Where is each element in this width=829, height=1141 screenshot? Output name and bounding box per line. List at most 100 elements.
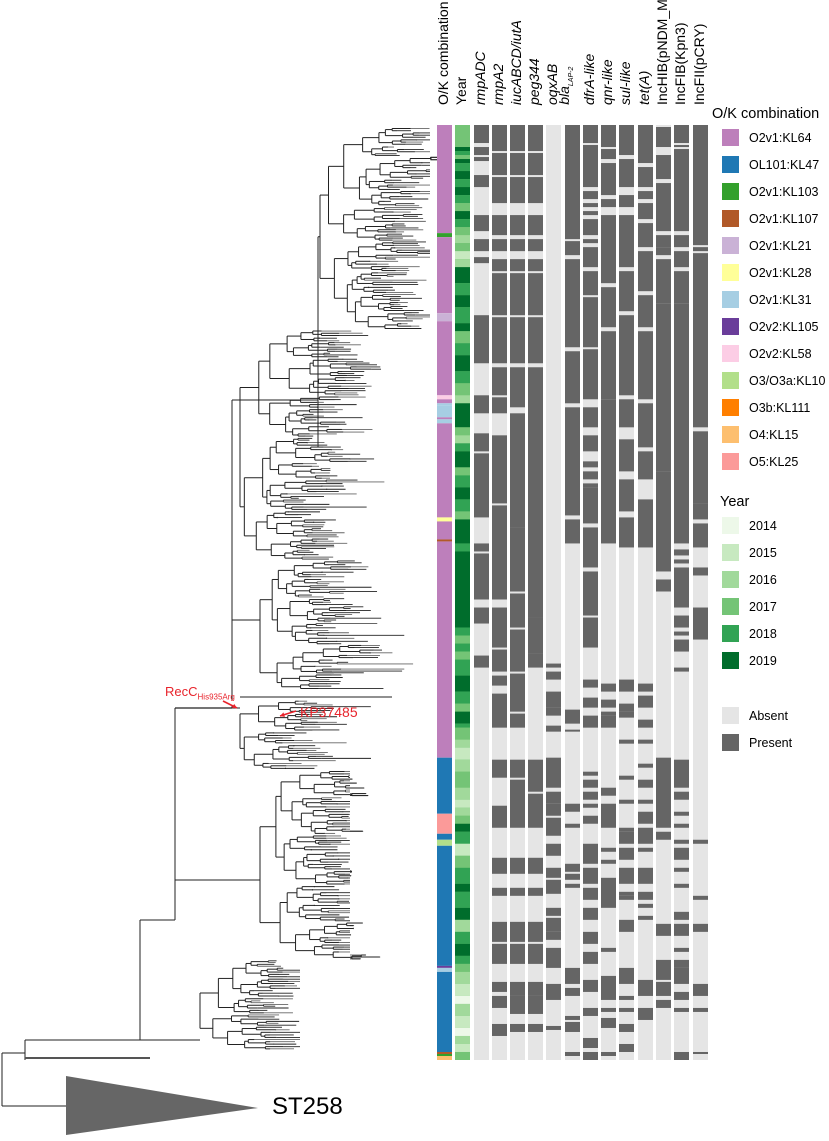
present-cell-iuc [510,1023,525,1032]
legend-swatch [722,264,739,281]
present-cell-sul [619,739,634,744]
present-cell-iuc [510,239,525,252]
present-cell-IncFII [693,607,708,640]
present-cell-IncFIB [674,149,689,232]
present-cell-dfrA [583,779,598,788]
isolate-arrow-head [280,712,285,717]
present-cell-rmpADC [474,157,489,162]
column-header-label: Year [453,76,469,105]
column-header-qnr: qnr-like [599,59,615,105]
legend-label: O3b:KL111 [749,400,811,415]
present-cell-dfrA [583,239,598,244]
present-cell-IncHIB [656,981,671,996]
year-cell [455,843,470,856]
year-cell [455,475,470,488]
present-cell-dfrA [583,487,598,524]
column-cap-bla [565,125,580,128]
present-cell-sul [619,775,634,780]
present-cell-tet [638,827,653,844]
present-cell-sul [619,399,634,428]
present-cell-sul [619,703,634,712]
present-cell-qnr [601,847,616,852]
present-cell-sul [619,1007,634,1012]
legend-ok-item: O3b:KL111 [712,394,825,421]
ok-cell [437,541,452,758]
year-cell [455,467,470,476]
present-cell-IncFIB [674,631,689,636]
present-cell-dfrA [583,803,598,808]
present-cell-sul [619,847,634,860]
present-cell-tet [638,203,653,220]
legend-ok-item: O2v1:KL103 [712,178,825,205]
present-cell-sul [619,479,634,512]
present-cell-rmpA2 [492,607,507,648]
present-cell-IncFIB [674,883,689,888]
present-cell-sul [619,439,634,472]
column-header-label: sul-like [617,61,633,105]
present-cell-qnr [601,331,616,400]
present-cell-oqxAB [546,725,561,732]
present-cell-bla [565,823,580,828]
present-cell-IncFIB [674,839,689,844]
ok-cell [437,233,452,238]
present-cell-tet [638,331,653,400]
legend-ok-item: O2v1:KL107 [712,205,825,232]
present-cell-IncFIB [674,1007,689,1012]
present-cell-iuc [510,887,525,896]
present-cell-dfrA [583,1007,598,1016]
present-cell-bla [565,863,580,872]
present-cell-IncFIB [674,235,689,248]
legend-ok-item: O2v1:KL21 [712,232,825,259]
present-cell-rmpA2 [492,367,507,396]
present-cell-peg344 [528,317,543,364]
column-header-label: qnr-like [599,59,615,105]
year-cell [455,235,470,244]
ok-cell [437,405,452,418]
legend-label: OL101:KL47 [749,157,820,172]
column-header-sul: sul-like [617,61,633,105]
year-cell [455,971,470,984]
present-cell-bla [565,519,580,544]
year-cell [455,799,470,808]
present-cell-rmpA2 [492,887,507,896]
legend-ok-title: O/K combination [712,106,820,122]
present-cell-qnr [601,947,616,952]
legend-label: O2v1:KL28 [749,265,812,280]
ok-cell [437,839,452,846]
year-cell [455,943,470,956]
legend-label: Present [749,735,793,750]
present-cell-bla [565,987,580,996]
present-cell-dfrA [583,887,598,900]
present-cell-sul [619,711,634,718]
present-cell-peg344 [528,259,543,272]
present-cell-iuc [510,317,525,364]
legend-swatch [722,453,739,470]
year-cell [455,1015,470,1028]
present-cell-IncFII [693,253,708,428]
column-cap-oqxAB [546,125,561,128]
present-cell-peg344 [528,981,543,996]
present-cell-iuc [510,259,525,272]
present-cell-oqxAB [546,817,561,836]
column-header-iuc: iucABCD/iutA [508,20,524,105]
present-cell-rmpADC [474,453,489,518]
present-cell-bla [565,967,580,984]
present-cell-tet [638,891,653,900]
present-cell-dfrA [583,1051,598,1060]
present-cell-dfrA [583,349,598,400]
legend-swatch [722,544,739,561]
year-cell [455,267,470,284]
column-header-label: IncHIB(pNDM_MAR) [654,0,670,105]
present-cell-IncHIB [656,127,671,148]
column-header-year: Year [453,76,469,105]
present-cell-iuc [510,759,525,778]
year-cell [455,259,470,268]
legend-swatch [722,156,739,173]
present-cell-IncFIB [674,847,689,860]
present-cell-iuc [510,127,525,152]
present-cell-oqxAB [546,691,561,708]
legend-ok-item: O2v2:KL58 [712,340,825,367]
year-cell [455,1043,470,1052]
present-cell-sul [619,967,634,984]
present-cell-IncFIB [674,911,689,920]
